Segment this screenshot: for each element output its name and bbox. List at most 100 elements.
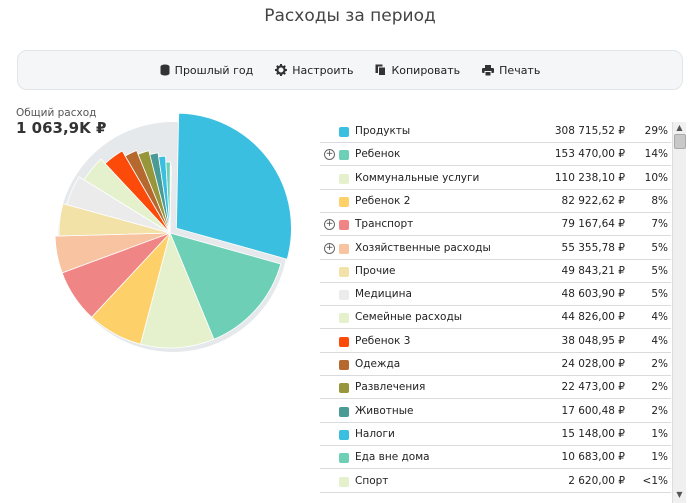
category-row[interactable]: Ребенок 3 38 048,95 ₽ 4% bbox=[320, 330, 671, 353]
category-color-swatch bbox=[339, 476, 349, 487]
category-name: Одежда bbox=[355, 358, 401, 370]
scroll-down-icon[interactable]: ▼ bbox=[676, 490, 683, 499]
category-color-swatch bbox=[339, 243, 349, 254]
category-percent: <1% bbox=[642, 474, 668, 487]
category-row[interactable]: Семейные расходы 44 826,00 ₽ 4% bbox=[320, 306, 671, 330]
expense-pie-chart bbox=[54, 112, 292, 352]
pie-slice[interactable] bbox=[58, 203, 171, 237]
category-amount: 24 028,00 ₽ bbox=[561, 358, 625, 370]
pie-slice[interactable] bbox=[66, 176, 171, 234]
category-amount: 17 600,48 ₽ bbox=[561, 404, 625, 417]
category-row[interactable]: Налоги 15 148,00 ₽ 1% bbox=[320, 423, 671, 446]
printer-icon bbox=[482, 64, 495, 76]
category-row[interactable]: Одежда 24 028,00 ₽ 2% bbox=[320, 353, 671, 376]
category-color-swatch bbox=[339, 173, 349, 184]
category-amount: 44 826,00 ₽ bbox=[561, 311, 625, 324]
category-name: Транспорт bbox=[355, 218, 414, 231]
category-amount: 22 473,00 ₽ bbox=[561, 381, 625, 394]
pie-slice[interactable] bbox=[165, 161, 171, 234]
copy-label: Копировать bbox=[391, 63, 461, 77]
pie-slice[interactable] bbox=[169, 165, 172, 234]
list-scrollbar[interactable]: ▲ ▼ bbox=[672, 122, 686, 503]
category-name: Ребенок bbox=[355, 148, 401, 161]
category-amount: 79 167,64 ₽ bbox=[561, 218, 625, 231]
category-name: Животные bbox=[355, 404, 414, 417]
category-color-swatch bbox=[339, 290, 349, 301]
category-row[interactable]: Медицина 48 603,90 ₽ 5% bbox=[320, 283, 671, 307]
category-percent: 10% bbox=[644, 171, 668, 184]
category-row[interactable]: Коммунальные услуги 110 238,10 ₽ 10% bbox=[320, 167, 671, 190]
category-amount: 49 843,21 ₽ bbox=[561, 264, 625, 277]
pie-slice[interactable] bbox=[137, 150, 171, 234]
category-percent: 2% bbox=[651, 381, 668, 394]
print-button[interactable]: Печать bbox=[482, 64, 540, 77]
toolbar: Прошлый год Настроить Копировать Печать bbox=[17, 50, 683, 90]
pie-slice[interactable] bbox=[139, 231, 215, 349]
category-color-swatch bbox=[339, 266, 349, 277]
category-percent: 4% bbox=[651, 334, 668, 347]
total-expense-value: 1 063,9K ₽ bbox=[16, 119, 107, 137]
category-amount: 38 048,95 ₽ bbox=[561, 334, 625, 347]
category-name: Развлечения bbox=[355, 381, 426, 394]
category-row[interactable]: Развлечения 22 473,00 ₽ 2% bbox=[320, 376, 671, 400]
category-name: Медицина bbox=[355, 288, 412, 301]
category-color-swatch bbox=[339, 127, 349, 137]
expand-icon[interactable]: + bbox=[324, 242, 335, 254]
copy-button[interactable]: Копировать bbox=[375, 64, 460, 77]
category-color-swatch bbox=[339, 360, 349, 370]
category-percent: 29% bbox=[644, 125, 668, 137]
pie-slice[interactable] bbox=[158, 155, 171, 234]
prev-year-button[interactable]: Прошлый год bbox=[160, 63, 254, 77]
category-name: Ребенок 2 bbox=[355, 194, 411, 207]
category-color-swatch bbox=[339, 150, 349, 161]
category-percent: 8% bbox=[651, 194, 668, 207]
expand-icon[interactable]: + bbox=[324, 219, 335, 231]
prev-year-label: Прошлый год bbox=[174, 63, 254, 77]
category-amount: 10 683,00 ₽ bbox=[561, 451, 625, 464]
category-name: Налоги bbox=[355, 427, 395, 440]
category-percent: 5% bbox=[651, 241, 668, 254]
category-color-swatch bbox=[339, 196, 349, 207]
pie-slice[interactable] bbox=[124, 149, 171, 234]
scroll-thumb[interactable] bbox=[674, 134, 686, 149]
pie-slice[interactable] bbox=[54, 232, 171, 274]
page-title: Расходы за период bbox=[264, 6, 436, 26]
category-amount: 15 148,00 ₽ bbox=[561, 427, 625, 440]
category-amount: 2 620,00 ₽ bbox=[568, 474, 625, 487]
category-name: Спорт bbox=[355, 474, 389, 487]
pie-slice[interactable] bbox=[176, 112, 292, 260]
category-name: Продукты bbox=[355, 125, 411, 137]
category-row[interactable]: Еда вне дома 10 683,00 ₽ 1% bbox=[320, 446, 671, 470]
category-name: Еда вне дома bbox=[355, 451, 430, 464]
category-percent: 1% bbox=[651, 427, 668, 440]
scroll-up-icon[interactable]: ▲ bbox=[676, 123, 683, 132]
copy-icon bbox=[375, 64, 387, 76]
pie-slice[interactable] bbox=[104, 150, 171, 234]
settings-button[interactable]: Настроить bbox=[275, 64, 353, 77]
category-row[interactable]: Продукты 308 715,52 ₽ 29% bbox=[320, 120, 671, 143]
category-color-swatch bbox=[339, 453, 349, 464]
category-name: Ребенок 3 bbox=[355, 334, 411, 347]
settings-label: Настроить bbox=[292, 63, 354, 77]
category-percent: 1% bbox=[651, 451, 668, 464]
category-amount: 55 355,78 ₽ bbox=[561, 241, 625, 254]
category-row[interactable]: + Транспорт 79 167,64 ₽ 7% bbox=[320, 213, 671, 237]
category-row[interactable]: Ребенок 2 82 922,62 ₽ 8% bbox=[320, 190, 671, 213]
print-label: Печать bbox=[499, 63, 541, 77]
category-row[interactable]: + Ребенок 153 470,00 ₽ 14% bbox=[320, 143, 671, 167]
pie-slice[interactable] bbox=[169, 232, 282, 340]
pie-slice[interactable] bbox=[83, 158, 171, 234]
pie-slice[interactable] bbox=[149, 152, 171, 234]
total-expense-label: Общий расход bbox=[16, 107, 97, 119]
category-color-swatch bbox=[339, 336, 349, 347]
category-row[interactable]: Спорт 2 620,00 ₽ <1% bbox=[320, 470, 671, 493]
category-color-swatch bbox=[339, 429, 349, 440]
category-percent: 2% bbox=[651, 358, 668, 370]
expand-icon[interactable]: + bbox=[324, 149, 335, 161]
category-row[interactable]: + Хозяйственные расходы 55 355,78 ₽ 5% bbox=[320, 237, 671, 260]
category-row[interactable]: Прочие 49 843,21 ₽ 5% bbox=[320, 260, 671, 283]
category-row[interactable]: Животные 17 600,48 ₽ 2% bbox=[320, 400, 671, 423]
category-amount: 110 238,10 ₽ bbox=[554, 171, 625, 184]
category-color-swatch bbox=[339, 383, 349, 394]
category-percent: 5% bbox=[651, 264, 668, 277]
